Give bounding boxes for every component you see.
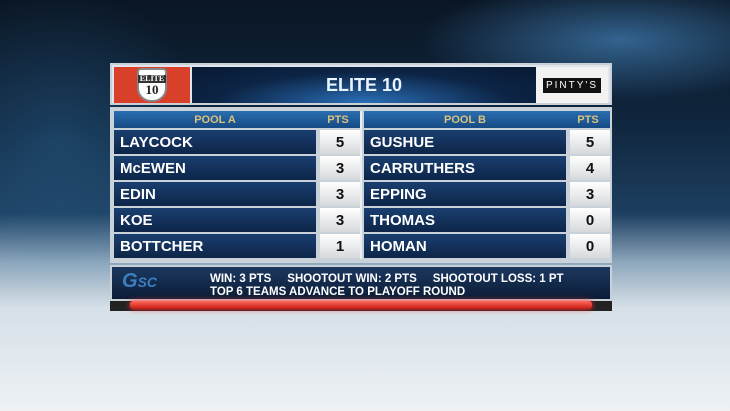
- team-points: 3: [320, 156, 360, 180]
- pool-b-header: POOL B PTS: [364, 111, 610, 128]
- team-row: EDIN 3: [114, 182, 360, 206]
- team-points: 1: [320, 234, 360, 258]
- playoff-note: TOP 6 TEAMS ADVANCE TO PLAYOFF ROUND: [210, 286, 466, 298]
- team-row: CARRUTHERS 4: [364, 156, 610, 180]
- pool-a: POOL A PTS LAYCOCK 5 McEWEN 3 EDIN 3 KOE 3 BOTTCH…: [114, 111, 360, 258]
- standings-panel: ELITE 10 ELITE 10 PINTY'S POOL A PTS LAYCO…: [110, 63, 612, 312]
- team-name: CARRUTHERS: [364, 156, 566, 180]
- team-row: KOE 3: [114, 208, 360, 232]
- team-name: KOE: [114, 208, 316, 232]
- team-name: THOMAS: [364, 208, 566, 232]
- team-points: 4: [570, 156, 610, 180]
- scoring-rules: WIN: 3 PTS SHOOTOUT WIN: 2 PTS SHOOTOUT …: [210, 273, 564, 285]
- pintys-logo: PINTY'S: [536, 67, 608, 103]
- team-name: EDIN: [114, 182, 316, 206]
- team-name: LAYCOCK: [114, 130, 316, 154]
- team-points: 0: [570, 208, 610, 232]
- team-row: HOMAN 0: [364, 234, 610, 258]
- header: ELITE 10 ELITE 10 PINTY'S: [110, 63, 612, 105]
- team-points: 3: [320, 182, 360, 206]
- team-points: 5: [570, 130, 610, 154]
- team-points: 0: [570, 234, 610, 258]
- team-row: McEWEN 3: [114, 156, 360, 180]
- team-points: 3: [570, 182, 610, 206]
- divider: [360, 111, 362, 259]
- elite-10-logo: ELITE 10: [114, 67, 190, 103]
- team-name: HOMAN: [364, 234, 566, 258]
- page-title: ELITE 10: [192, 67, 536, 103]
- team-row: GUSHUE 5: [364, 130, 610, 154]
- team-row: EPPING 3: [364, 182, 610, 206]
- team-name: EPPING: [364, 182, 566, 206]
- pool-b: POOL B PTS GUSHUE 5 CARRUTHERS 4 EPPING 3 THOMA…: [364, 111, 610, 258]
- team-name: BOTTCHER: [114, 234, 316, 258]
- team-name: McEWEN: [114, 156, 316, 180]
- team-name: GUSHUE: [364, 130, 566, 154]
- team-row: BOTTCHER 1: [114, 234, 360, 258]
- red-light-bar: [130, 301, 592, 309]
- team-points: 3: [320, 208, 360, 232]
- standings-table: POOL A PTS LAYCOCK 5 McEWEN 3 EDIN 3 KOE 3 BOTTCH…: [110, 107, 612, 263]
- team-points: 5: [320, 130, 360, 154]
- rules-footer: GSC WIN: 3 PTS SHOOTOUT WIN: 2 PTS SHOOT…: [110, 265, 612, 301]
- team-row: THOMAS 0: [364, 208, 610, 232]
- pool-a-header: POOL A PTS: [114, 111, 360, 128]
- team-row: LAYCOCK 5: [114, 130, 360, 154]
- gsc-logo: GSC: [122, 270, 158, 292]
